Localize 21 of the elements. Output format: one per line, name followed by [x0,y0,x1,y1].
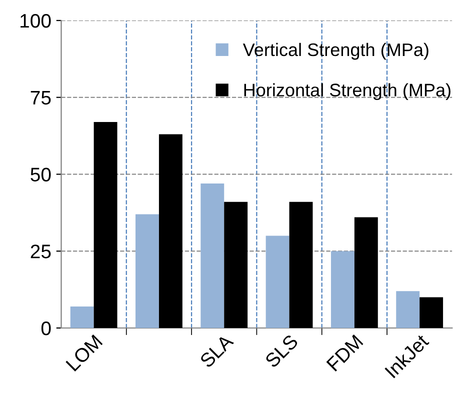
bar [330,251,354,328]
bar [396,291,420,328]
legend-label: Horizontal Strength (MPa) [244,83,450,100]
y-tick-label: 75 [30,91,51,105]
bar [289,202,313,328]
bar [420,297,444,328]
y-tick-label: 0 [41,321,51,336]
y-tick-label: 100 [20,14,51,28]
bar [224,202,248,328]
y-tick-label: 25 [30,244,51,258]
bar [158,134,182,328]
x-tick-label: SLA [199,333,234,368]
bar [200,183,224,328]
y-tick-label: 50 [30,168,51,182]
bar [70,306,94,328]
bar [94,122,118,328]
legend-label: Vertical Strength (MPa) [242,42,428,60]
bar [136,214,159,328]
x-tick-label: SLS [264,334,299,368]
bar [266,236,290,328]
bar [354,217,378,328]
